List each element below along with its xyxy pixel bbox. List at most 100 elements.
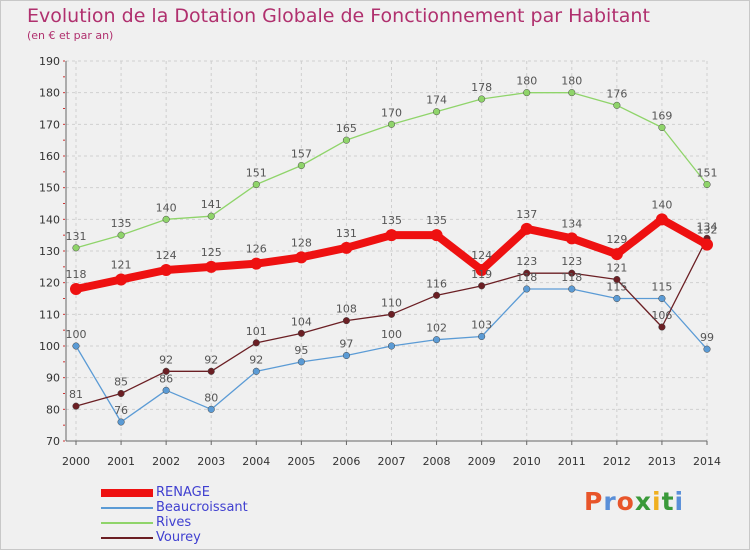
- data-label-beaucroissant: 97: [339, 338, 353, 351]
- data-label-rives: 180: [561, 75, 582, 88]
- data-label-beaucroissant: 103: [471, 319, 492, 332]
- y-minor-tick: [63, 108, 65, 109]
- x-tick-label: 2003: [197, 455, 225, 468]
- data-label-renage: 131: [336, 227, 357, 240]
- data-label-beaucroissant: 100: [381, 328, 402, 341]
- data-point-vourey: [342, 317, 350, 325]
- data-label-renage: 128: [291, 236, 312, 249]
- series-beaucroissant: [72, 285, 711, 426]
- y-minor-tick: [63, 345, 65, 347]
- x-tick-label: 2011: [558, 455, 586, 468]
- data-point-renage: [160, 264, 173, 276]
- data-label-beaucroissant: 115: [606, 281, 627, 294]
- data-point-rives: [433, 108, 441, 116]
- y-minor-tick: [63, 203, 65, 204]
- data-label-vourey: 92: [159, 353, 173, 366]
- data-label-renage: 121: [111, 259, 132, 272]
- y-minor-tick: [63, 171, 65, 173]
- legend-item-rives: Rives: [101, 515, 321, 530]
- data-label-rives: 157: [291, 148, 312, 161]
- x-tick-label: 2013: [648, 455, 676, 468]
- data-label-renage: 140: [651, 198, 672, 211]
- data-point-beaucroissant: [342, 351, 350, 360]
- data-label-rives: 141: [201, 198, 222, 211]
- y-minor-tick: [63, 92, 65, 94]
- chart-title: Evolution de la Dotation Globale de Fonc…: [27, 5, 650, 27]
- data-point-renage: [250, 257, 263, 270]
- x-tick-label: 2009: [468, 455, 496, 468]
- data-point-vourey: [162, 367, 170, 375]
- data-point-beaucroissant: [117, 418, 125, 426]
- data-label-rives: 165: [336, 122, 357, 135]
- y-tick-label: 160: [39, 150, 60, 163]
- data-label-renage: 134: [561, 217, 582, 230]
- data-point-rives: [568, 89, 576, 97]
- y-minor-tick: [63, 139, 65, 141]
- data-point-renage: [70, 283, 82, 295]
- y-minor-tick: [63, 424, 65, 426]
- data-label-rives: 170: [381, 106, 402, 119]
- x-tick-label: 2004: [242, 455, 270, 468]
- data-point-renage: [610, 248, 623, 261]
- x-tick-label: 2007: [378, 455, 406, 468]
- data-label-vourey: 121: [606, 262, 627, 275]
- data-point-renage: [295, 251, 308, 264]
- y-minor-tick: [63, 60, 65, 62]
- y-minor-tick: [63, 282, 65, 284]
- data-point-renage: [385, 229, 398, 242]
- data-point-renage: [340, 241, 353, 254]
- axes: 70 80 90 100 110 120 130 140 150 160 170 180 190 2000…: [39, 55, 721, 468]
- data-label-beaucroissant: 115: [651, 281, 672, 294]
- data-label-beaucroissant: 100: [66, 328, 87, 341]
- y-minor-tick: [63, 313, 65, 315]
- data-label-renage: 124: [156, 249, 177, 262]
- data-point-renage: [205, 260, 218, 273]
- y-tick-label: 90: [46, 372, 60, 385]
- logo-letter: i: [674, 487, 685, 516]
- logo-letter: r: [603, 487, 617, 516]
- data-point-rives: [72, 244, 80, 252]
- y-tick-label: 70: [46, 435, 60, 448]
- data-point-vourey: [207, 367, 215, 375]
- data-point-vourey: [252, 339, 260, 347]
- data-label-renage: 124: [471, 249, 492, 262]
- data-point-rives: [252, 180, 260, 189]
- data-label-rives: 151: [246, 167, 267, 180]
- data-point-renage: [115, 273, 128, 286]
- y-minor-tick: [63, 266, 65, 268]
- data-label-vourey: 104: [291, 315, 312, 328]
- legend-item-vourey: Vourey: [101, 530, 321, 545]
- legend-label: RENAGE: [156, 485, 210, 500]
- data-label-renage: 118: [66, 268, 87, 281]
- data-point-beaucroissant: [162, 386, 170, 394]
- data-point-vourey: [117, 389, 125, 398]
- y-tick-label: 100: [39, 340, 60, 353]
- y-tick-label: 150: [39, 182, 60, 195]
- data-label-rives: 174: [426, 94, 447, 107]
- data-label-rives: 176: [606, 87, 627, 100]
- y-tick-label: 80: [46, 403, 60, 416]
- data-label-renage: 126: [246, 243, 267, 256]
- data-label-renage: 129: [606, 233, 627, 246]
- data-label-renage: 135: [426, 214, 447, 227]
- y-minor-tick: [63, 377, 65, 379]
- legend-swatch: [101, 522, 153, 524]
- data-point-vourey: [478, 282, 486, 290]
- data-point-vourey: [658, 323, 666, 331]
- data-point-vourey: [523, 269, 531, 277]
- data-label-rives: 180: [516, 75, 537, 88]
- data-label-rives: 131: [66, 230, 87, 243]
- data-point-rives: [342, 136, 350, 144]
- legend-label: Beaucroissant: [156, 500, 248, 515]
- legend: RENAGE Beaucroissant Rives Vourey: [101, 485, 321, 545]
- data-label-beaucroissant: 92: [249, 353, 263, 366]
- data-label-vourey: 85: [114, 376, 128, 389]
- data-point-vourey: [297, 329, 305, 337]
- x-tick-label: 2006: [332, 455, 360, 468]
- x-tick-label: 2001: [107, 455, 135, 468]
- data-label-beaucroissant: 102: [426, 322, 447, 335]
- y-minor-tick: [63, 76, 65, 78]
- y-minor-tick: [63, 155, 65, 157]
- data-label-rives: 140: [156, 201, 177, 214]
